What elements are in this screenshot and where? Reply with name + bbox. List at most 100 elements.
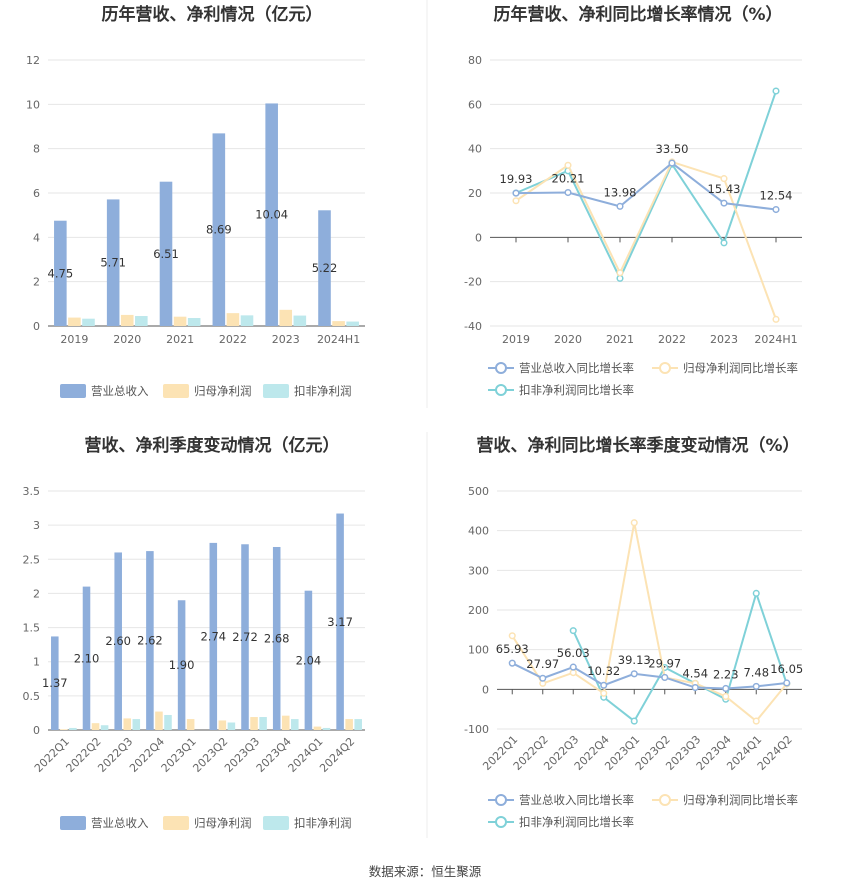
legend-label: 营业总收入: [91, 816, 149, 830]
series-point-1: [720, 199, 728, 207]
y-tick-label: 2: [33, 276, 40, 289]
legend-label: 归母净利润同比增长率: [683, 361, 798, 375]
bar-3: [240, 315, 254, 326]
bar-2: [226, 313, 240, 326]
series-point-3: [569, 627, 577, 635]
y-tick-label: 4: [33, 231, 40, 244]
bar-3: [69, 727, 77, 730]
bar-1: [272, 546, 281, 730]
series-point-1: [539, 674, 547, 682]
legend-label: 扣非净利润: [294, 816, 352, 830]
legend-marker-1: [495, 794, 507, 806]
bar-2: [281, 715, 290, 730]
legend-swatch-1: [60, 384, 86, 398]
series-point-2: [752, 717, 760, 725]
y-tick-label: 10: [26, 98, 40, 111]
y-tick-label: 2: [33, 587, 40, 600]
bar-2: [218, 720, 227, 730]
legend-label: 归母净利润: [194, 384, 252, 398]
chart-title: 营收、净利季度变动情况（亿元）: [85, 435, 340, 456]
data-label: 8.69: [206, 223, 232, 237]
series-line-3: [572, 589, 788, 723]
x-tick-label: 2024Q2: [317, 735, 357, 775]
y-tick-label: -100: [464, 723, 489, 736]
bar-3: [164, 714, 172, 730]
y-tick-label: 100: [468, 644, 489, 657]
data-label: 65.93: [496, 642, 529, 656]
series-point-1: [722, 684, 730, 692]
series-point-2: [564, 161, 572, 169]
y-tick-label: -40: [464, 320, 482, 333]
data-label: 1.90: [169, 658, 195, 672]
y-tick-label: 0: [475, 231, 482, 244]
bar-2: [120, 314, 134, 326]
chart-title: 历年营收、净利同比增长率情况（%）: [493, 4, 782, 25]
y-tick-label: 3.5: [23, 485, 41, 498]
y-tick-label: 20: [468, 187, 482, 200]
bar-2: [186, 719, 195, 730]
chart-title: 历年营收、净利情况（亿元）: [102, 4, 323, 25]
series-point-1: [668, 159, 676, 167]
data-label: 10.04: [255, 208, 288, 222]
series-point-3: [616, 274, 624, 282]
bar-1: [54, 220, 67, 326]
series-point-1: [600, 681, 608, 689]
bar-3: [322, 727, 331, 730]
series-line-1: [511, 662, 787, 690]
data-label: 7.48: [743, 665, 769, 679]
bar-1: [82, 586, 91, 730]
legend-marker-1: [495, 362, 507, 374]
y-tick-label: 12: [26, 54, 40, 67]
bar-3: [259, 717, 267, 730]
data-label: 5.71: [100, 256, 126, 270]
data-label: 16.05: [770, 662, 803, 676]
series-point-2: [569, 669, 577, 677]
x-tick-label: 2021: [166, 333, 194, 346]
data-label: 13.98: [604, 185, 637, 199]
data-label: 33.50: [656, 142, 689, 156]
data-label: 2.10: [74, 651, 100, 665]
x-tick-label: 2024H1: [754, 333, 797, 346]
x-tick-label: 2022: [658, 333, 686, 346]
legend-swatch-3: [263, 816, 289, 830]
bar-3: [132, 719, 141, 730]
x-tick-label: 2020: [554, 333, 582, 346]
series-point-1: [661, 673, 669, 681]
data-label: 2.04: [296, 653, 322, 667]
bar-1: [159, 181, 173, 326]
bar-1: [51, 636, 59, 730]
bar-2: [313, 726, 322, 730]
x-tick-label: 2024H1: [317, 333, 360, 346]
data-label: 1.37: [42, 676, 68, 690]
bar-3: [354, 719, 362, 730]
x-tick-label: 2022: [219, 333, 247, 346]
data-label: 39.13: [618, 653, 651, 667]
y-tick-label: 6: [33, 187, 40, 200]
legend-marker-3: [495, 816, 507, 828]
y-tick-label: 3: [33, 519, 40, 532]
y-tick-label: 500: [468, 485, 489, 498]
data-label: 29.97: [648, 656, 681, 670]
legend-marker-2: [659, 362, 671, 374]
series-point-3: [720, 239, 728, 247]
data-label: 6.51: [153, 247, 179, 261]
legend-label: 扣非净利润同比增长率: [519, 383, 634, 397]
series-line-3: [515, 90, 777, 281]
bar-1: [241, 544, 249, 730]
data-label: 4.54: [682, 667, 708, 681]
data-label: 2.23: [713, 667, 739, 681]
bar-1: [304, 590, 313, 730]
chart-title: 营收、净利同比增长率季度变动情况（%）: [476, 435, 799, 456]
y-tick-label: 200: [468, 604, 489, 617]
legend-label: 营业总收入同比增长率: [519, 361, 634, 375]
bar-3: [227, 722, 236, 730]
bar-2: [345, 719, 353, 730]
data-label: 12.54: [760, 189, 793, 203]
bar-1: [265, 103, 278, 327]
bar-2: [60, 729, 68, 730]
y-tick-label: 0: [33, 724, 40, 737]
x-tick-label: 2019: [502, 333, 530, 346]
data-label: 56.03: [557, 646, 590, 660]
